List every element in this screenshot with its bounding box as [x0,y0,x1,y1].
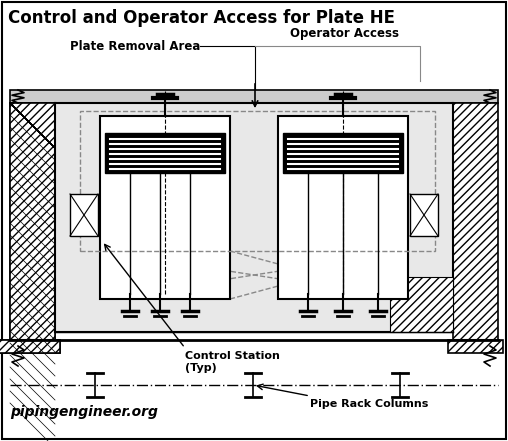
Bar [278,116,408,299]
Bar [410,194,438,236]
Text: pipingengineer.org: pipingengineer.org [10,405,158,419]
Bar [448,340,503,353]
Bar [100,116,230,299]
Text: Operator Access: Operator Access [290,26,399,40]
Text: Control and Operator Access for Plate HE: Control and Operator Access for Plate HE [8,9,395,27]
Text: Plate Removal Area: Plate Removal Area [70,40,200,52]
Text: Control Station
(Typ): Control Station (Typ) [185,351,280,373]
Bar [0,340,60,353]
Bar [70,194,98,236]
Bar [80,111,435,251]
Bar [390,277,453,332]
Bar [10,103,55,340]
Bar [10,90,498,103]
Text: Pipe Rack Columns: Pipe Rack Columns [310,399,428,409]
Bar [283,133,403,173]
Bar [105,133,225,173]
Bar [55,103,453,332]
Bar [10,103,55,340]
Bar [0,340,60,353]
Bar [453,103,498,340]
